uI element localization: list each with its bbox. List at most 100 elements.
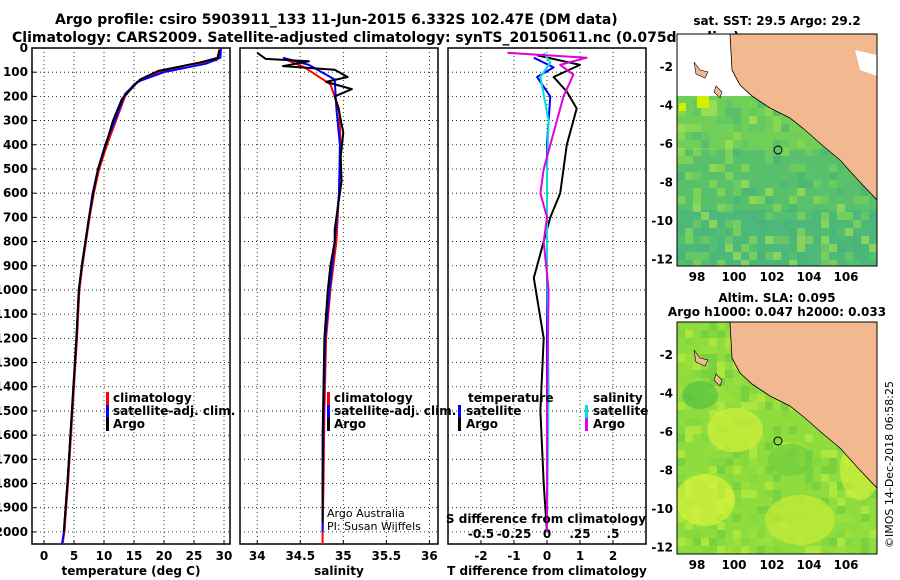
- map-x-tick-label: 106: [833, 558, 858, 572]
- map-x-tick-label: 98: [689, 270, 706, 284]
- map-x-tick-label: 100: [721, 270, 746, 284]
- legend-swatch-s-argo: [585, 418, 588, 431]
- series-line-argo: [62, 50, 221, 532]
- sumatra-land: [729, 34, 877, 201]
- map-x-tick-label: 102: [759, 270, 784, 284]
- map-y-tick-label: -4: [660, 387, 673, 401]
- y-tick-label: 1100: [0, 307, 28, 321]
- map-x-tick-label: 102: [759, 558, 784, 572]
- x-tick-label: 0: [543, 549, 551, 563]
- temperature-panel: [31, 47, 231, 545]
- y-tick-label: 1700: [0, 452, 28, 466]
- sla-map: [677, 322, 877, 554]
- map-x-tick-label: 98: [689, 558, 706, 572]
- map2-title2: Argo h1000: 0.047 h2000: 0.033: [668, 305, 886, 319]
- map-x-tick-label: 104: [796, 558, 821, 572]
- y-tick-label: 1800: [0, 477, 28, 491]
- map1-title: sat. SST: 29.5 Argo: 29.2: [693, 14, 860, 28]
- legend-swatch-satellite: [106, 405, 109, 418]
- y-tick-label: 200: [3, 89, 28, 103]
- legend-label-s-argo: Argo: [593, 417, 625, 431]
- y-tick-label: 600: [3, 186, 28, 200]
- y-tick-label: 400: [3, 138, 28, 152]
- title-line1: Argo profile: csiro 5903911_133 11-Jun-2…: [55, 12, 618, 28]
- x-tick-label: 35.5: [372, 549, 402, 563]
- x-tick-label: 34.5: [285, 549, 315, 563]
- x-tick-label: 10: [96, 549, 113, 563]
- y-tick-label: 300: [3, 114, 28, 128]
- series-line-argo: [256, 51, 353, 523]
- series-line-satellite-adj-clim-: [61, 48, 222, 544]
- y-tick-label: 1200: [0, 331, 28, 345]
- legend-swatch-argo: [106, 418, 109, 431]
- legend-label-t-satellite: satellite: [466, 404, 521, 418]
- map-y-tick-label: -2: [660, 60, 673, 74]
- temperature-axis-label: temperature (deg C): [62, 564, 201, 578]
- x-tick-label: 34: [249, 549, 266, 563]
- series-line-satellite-adj-clim-: [282, 56, 341, 532]
- x-tick-label: 25: [186, 549, 203, 563]
- y-tick-label: 1600: [0, 428, 28, 442]
- legend-label-climatology: climatology: [334, 391, 413, 405]
- credit-text: Argo Australia: [327, 507, 405, 520]
- legend-title-salinity: salinity: [593, 391, 643, 405]
- y-tick-label: 1900: [0, 501, 28, 515]
- legend-label-argo: Argo: [334, 417, 366, 431]
- legend-swatch-s-satellite: [585, 405, 588, 418]
- y-tick-label: 100: [3, 65, 28, 79]
- legend-label-climatology: climatology: [113, 391, 192, 405]
- x-tick-label: 15: [126, 549, 143, 563]
- x-tick-top-label: .5: [607, 527, 620, 541]
- map-y-tick-label: -8: [660, 176, 673, 190]
- salinity-axis-label: salinity: [314, 564, 364, 578]
- map-y-tick-label: -6: [660, 137, 673, 151]
- map-y-tick-label: -2: [660, 348, 673, 362]
- legend-swatch-argo: [327, 418, 330, 431]
- y-tick-label: 0: [20, 41, 28, 55]
- title-line2: Climatology: CARS2009. Satellite-adjuste…: [12, 30, 740, 46]
- tdiff-legend: temperature satellite Argo: [458, 391, 553, 431]
- x-tick-top-label: .25: [569, 527, 590, 541]
- legend-swatch-satellite: [327, 405, 330, 418]
- map-y-tick-label: -8: [660, 464, 673, 478]
- x-tick-top-label: -0.25: [497, 527, 532, 541]
- x-tick-label: 36: [421, 549, 438, 563]
- x-tick-label: 20: [156, 549, 173, 563]
- series-line-climatology: [61, 48, 221, 544]
- y-tick-label: 1000: [0, 283, 28, 297]
- legend-swatch-climatology: [106, 392, 109, 405]
- map-x-tick-label: 100: [721, 558, 746, 572]
- map-x-tick-label: 106: [833, 270, 858, 284]
- x-tick-label: -1: [507, 549, 520, 563]
- legend-swatch-t-argo: [458, 418, 461, 431]
- map-y-tick-label: -10: [651, 214, 673, 228]
- x-tick-top-label: -0.5: [468, 527, 494, 541]
- y-tick-label: 800: [3, 235, 28, 249]
- x-tick-label: -2: [474, 549, 487, 563]
- legend-swatch-climatology: [327, 392, 330, 405]
- map-y-tick-label: -4: [660, 99, 673, 113]
- map-y-tick-label: -12: [651, 253, 673, 267]
- series-line-temperature-argo: [532, 54, 581, 532]
- y-tick-label: 2000: [0, 525, 28, 539]
- y-tick-label: 900: [3, 259, 28, 273]
- pi-text: PI: Susan Wijffels: [327, 520, 421, 533]
- legend-label-s-satellite: satellite: [593, 404, 648, 418]
- sdiff-legend: salinity satellite Argo: [585, 391, 648, 431]
- map-x-tick-label: 104: [796, 270, 821, 284]
- x-tick-label: 30: [216, 549, 233, 563]
- salinity-legend: climatology satellite-adj. clim. Argo: [327, 391, 456, 431]
- map-y-tick-label: -6: [660, 425, 673, 439]
- y-tick-label: 700: [3, 210, 28, 224]
- x-tick-label: 5: [70, 549, 78, 563]
- salinity-panel: [239, 47, 439, 545]
- y-tick-label: 1300: [0, 356, 28, 370]
- map-y-tick-label: -12: [651, 541, 673, 555]
- legend-label-satellite: satellite-adj. clim.: [113, 404, 235, 418]
- argo-position-marker-2: [773, 436, 783, 446]
- series-line-climatology: [286, 59, 342, 544]
- legend-swatch-t-satellite: [458, 405, 461, 418]
- sdiff-axis-label: S difference from climatology: [446, 512, 646, 526]
- y-tick-label: 500: [3, 162, 28, 176]
